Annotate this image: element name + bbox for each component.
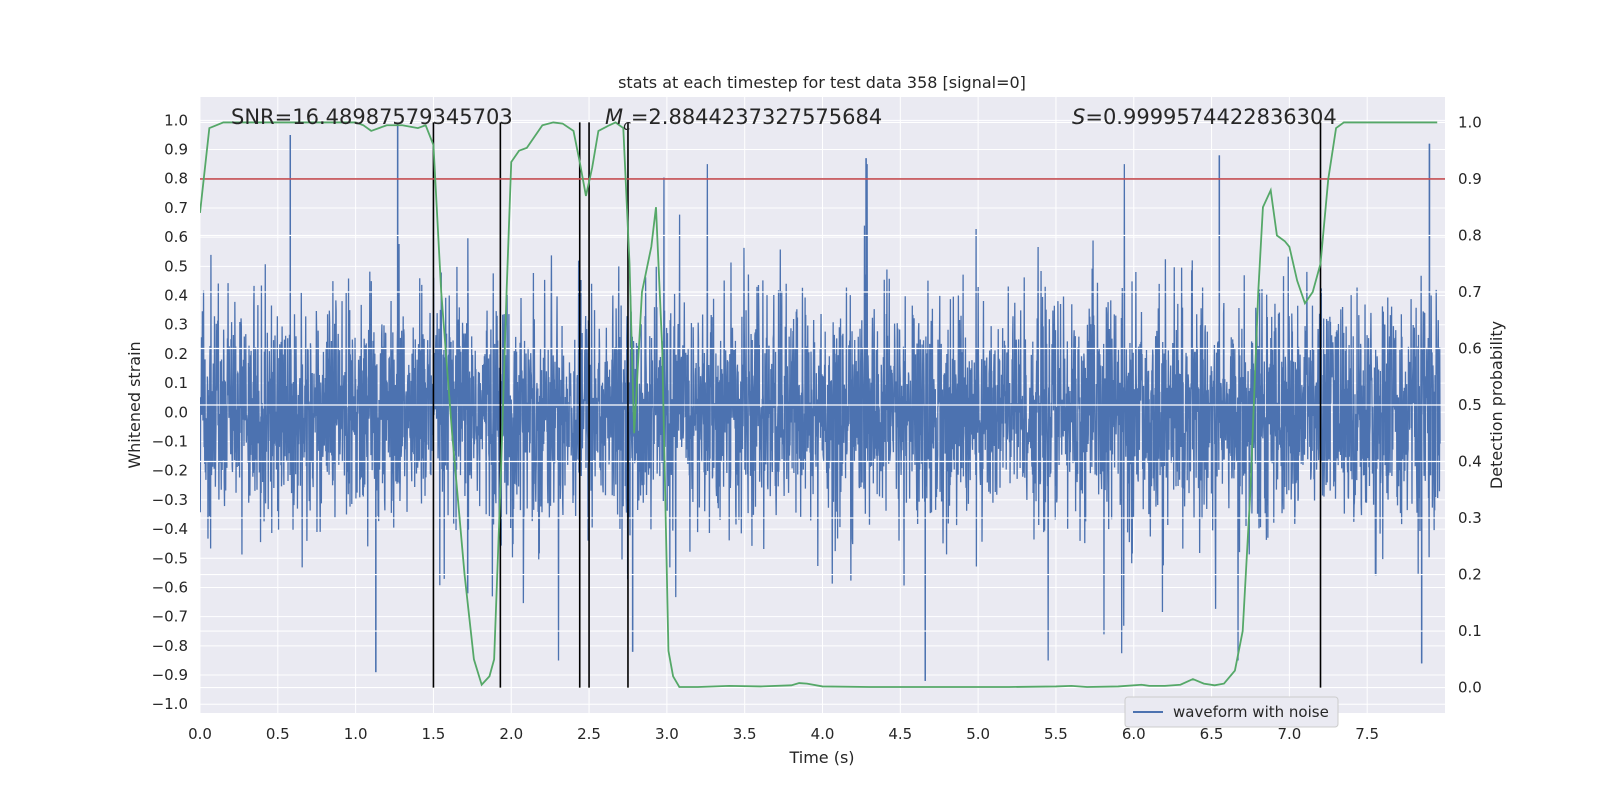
- tick-labels: 0.0 0.5 1.0 1.5 2.0 2.5 3.0 3.5 4.0 4.5 5.0 5.5 6.0 6…: [152, 111, 1482, 743]
- y-tick-label-left: 0.9: [164, 141, 188, 159]
- legend-box: [1124, 696, 1339, 728]
- x-axis-label: Time (s): [788, 748, 854, 767]
- chart-title: stats at each timestep for test data 358…: [618, 73, 1026, 92]
- score-symbol: S: [1072, 105, 1085, 129]
- y-tick-label-left: −0.4: [152, 520, 188, 538]
- y-tick-label-left: −0.6: [152, 578, 188, 596]
- chirp-mass-annotation: Mc=2.8844237327575684: [605, 105, 882, 134]
- x-tick-label: 0.5: [266, 725, 290, 743]
- x-tick-label: 0.0: [188, 725, 212, 743]
- chirp-mass-value: =2.8844237327575684: [631, 105, 882, 129]
- y-tick-label-left: 1.0: [164, 111, 188, 129]
- probability-line: [200, 121, 1438, 688]
- y-tick-label-left: 0.6: [164, 228, 188, 246]
- y-tick-label-left: −0.1: [152, 432, 188, 450]
- y-tick-label-right: 0.4: [1458, 453, 1482, 471]
- y-tick-label-right: 0.5: [1458, 396, 1482, 414]
- probability-layer: [200, 121, 1438, 688]
- y-tick-label-right: 0.7: [1458, 283, 1482, 301]
- x-tick-label: 3.0: [655, 725, 679, 743]
- y-tick-label-left: −0.8: [152, 637, 188, 655]
- x-tick-label: 1.0: [344, 725, 368, 743]
- x-tick-label: 2.5: [577, 725, 601, 743]
- legend: waveform with noise: [1124, 696, 1339, 728]
- y-tick-label-left: 0.8: [164, 170, 188, 188]
- x-tick-label: 4.5: [888, 725, 912, 743]
- legend-label: waveform with noise: [1173, 703, 1329, 721]
- snr-annotation: SNR=16.48987579345703: [231, 105, 513, 129]
- chirp-mass-symbol: M: [605, 105, 623, 129]
- y-tick-label-left: −0.7: [152, 608, 188, 626]
- x-tick-label: 1.5: [422, 725, 446, 743]
- y-tick-label-right: 0.3: [1458, 509, 1482, 527]
- x-tick-label: 5.5: [1044, 725, 1068, 743]
- y-tick-label-right: 1.0: [1458, 113, 1482, 131]
- chirp-mass-subscript: c: [623, 118, 631, 134]
- waveform-layer: [200, 121, 1445, 689]
- y-tick-label-right: 0.6: [1458, 339, 1482, 357]
- y-tick-label-left: 0.0: [164, 403, 188, 421]
- score-value: =0.9999574422836304: [1085, 105, 1336, 129]
- x-tick-label: 2.0: [499, 725, 523, 743]
- y-tick-label-left: 0.3: [164, 316, 188, 334]
- x-tick-label: 7.0: [1277, 725, 1301, 743]
- x-tick-label: 6.5: [1200, 725, 1224, 743]
- y-tick-label-left: 0.2: [164, 345, 188, 363]
- y-tick-label-left: 0.4: [164, 287, 188, 305]
- y-tick-label-right: 0.1: [1458, 622, 1482, 640]
- x-tick-label: 4.0: [811, 725, 835, 743]
- y-tick-label-right: 0.9: [1458, 170, 1482, 188]
- x-tick-label: 5.0: [966, 725, 990, 743]
- y-tick-label-left: −1.0: [152, 695, 188, 713]
- y-tick-label-left: −0.2: [152, 462, 188, 480]
- x-tick-label: 7.5: [1355, 725, 1379, 743]
- y-tick-label-left: −0.9: [152, 666, 188, 684]
- y-tick-label-right: 0.0: [1458, 679, 1482, 697]
- y-tick-label-left: 0.7: [164, 199, 188, 217]
- y-axis-label-right: Detection probability: [1487, 321, 1506, 489]
- y-tick-label-left: −0.3: [152, 491, 188, 509]
- y-tick-label-left: 0.1: [164, 374, 188, 392]
- y-tick-label-left: −0.5: [152, 549, 188, 567]
- y-tick-label-left: 0.5: [164, 257, 188, 275]
- y-tick-label-right: 0.8: [1458, 226, 1482, 244]
- x-tick-label: 3.5: [733, 725, 757, 743]
- y-axis-label-left: Whitened strain: [125, 341, 144, 468]
- x-tick-label: 6.0: [1122, 725, 1146, 743]
- score-annotation: S=0.9999574422836304: [1072, 105, 1337, 129]
- y-tick-label-right: 0.2: [1458, 566, 1482, 584]
